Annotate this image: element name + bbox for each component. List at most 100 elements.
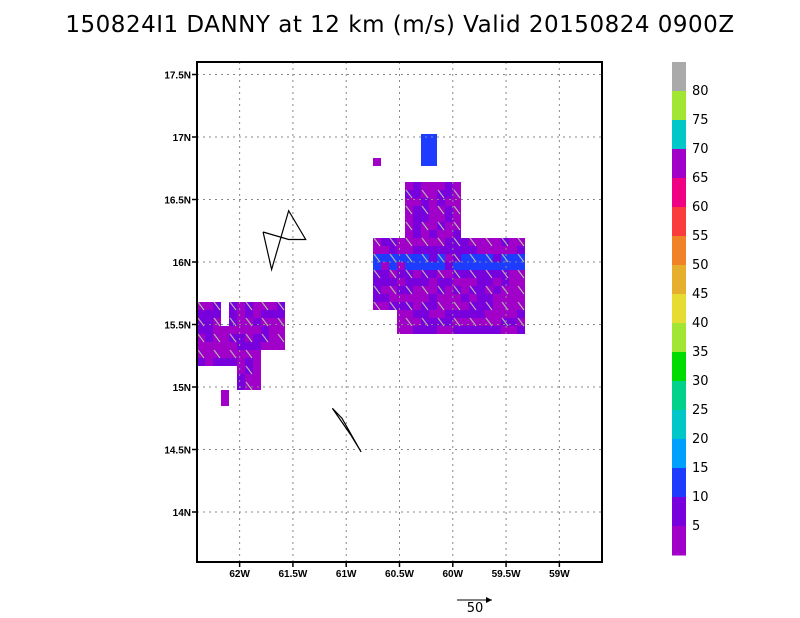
wind-cell — [429, 278, 437, 286]
wind-vector — [213, 317, 221, 327]
wind-cell — [221, 358, 229, 366]
wind-cell — [221, 350, 229, 358]
wind-vector — [437, 301, 445, 311]
wind-cell — [429, 302, 437, 310]
wind-cell — [237, 374, 245, 382]
x-tick-label: 62W — [229, 569, 250, 580]
wind-cell — [237, 366, 245, 374]
wind-cell — [509, 318, 517, 326]
wind-cell — [517, 310, 525, 318]
wind-vector — [421, 253, 429, 263]
wind-cell — [509, 310, 517, 318]
wind-vector — [277, 301, 285, 311]
wind-cell — [245, 358, 253, 366]
wind-vector — [437, 237, 445, 247]
wind-cell — [237, 310, 245, 318]
wind-cell — [213, 358, 221, 366]
wind-vector — [405, 285, 413, 295]
coastline-dominica — [331, 407, 362, 453]
wind-cell — [421, 246, 429, 254]
wind-cell — [373, 294, 381, 302]
colorbar-label: 35 — [692, 345, 709, 360]
wind-cell — [237, 302, 245, 310]
wind-cell — [381, 246, 389, 254]
wind-cell — [485, 326, 493, 334]
wind-vector — [373, 237, 381, 247]
wind-vector — [229, 333, 237, 343]
wind-cell — [277, 326, 285, 334]
wind-cell — [429, 270, 437, 278]
wind-cell — [205, 334, 213, 342]
wind-vector — [453, 189, 461, 199]
wind-vector — [453, 205, 461, 215]
coastline-guadeloupe — [262, 209, 307, 272]
wind-vector — [405, 301, 413, 311]
reference-vector-head — [486, 597, 492, 603]
wind-cell — [381, 286, 389, 294]
wind-cell — [237, 350, 245, 358]
wind-cell — [469, 310, 477, 318]
wind-cell — [221, 334, 229, 342]
wind-vector — [421, 189, 429, 199]
wind-vector — [421, 237, 429, 247]
wind-cell — [461, 310, 469, 318]
wind-vector — [389, 237, 397, 247]
wind-cell — [445, 206, 453, 214]
wind-vector — [421, 221, 429, 231]
wind-cell — [405, 246, 413, 254]
wind-cell — [381, 262, 389, 270]
wind-vector — [485, 301, 493, 311]
wind-vector — [501, 237, 509, 247]
wind-cell — [445, 318, 453, 326]
wind-vector — [501, 317, 509, 327]
wind-cell — [501, 262, 509, 270]
colorbar-swatch — [672, 265, 686, 295]
wind-cell — [413, 278, 421, 286]
wind-vector — [437, 253, 445, 263]
wind-vector — [485, 285, 493, 295]
y-tick-label: 14.5N — [164, 446, 191, 457]
wind-cell — [493, 246, 501, 254]
wind-cell — [269, 334, 277, 342]
colorbar-swatch — [672, 497, 686, 527]
wind-cell — [237, 318, 245, 326]
wind-cell — [413, 198, 421, 206]
wind-cell — [421, 158, 429, 166]
wind-cell — [445, 286, 453, 294]
wind-cell — [445, 302, 453, 310]
wind-cell — [509, 326, 517, 334]
wind-vector — [405, 237, 413, 247]
wind-cell — [413, 310, 421, 318]
wind-vector — [469, 253, 477, 263]
wind-cell — [413, 302, 421, 310]
wind-cell — [509, 270, 517, 278]
wind-cell — [269, 302, 277, 310]
wind-cell — [261, 326, 269, 334]
wind-cell — [405, 278, 413, 286]
wind-cell — [493, 254, 501, 262]
wind-cell — [397, 246, 405, 254]
wind-cell — [421, 182, 429, 190]
wind-vector — [485, 253, 493, 263]
wind-vector — [453, 317, 461, 327]
wind-cell — [445, 222, 453, 230]
wind-cell — [429, 254, 437, 262]
wind-cell — [453, 278, 461, 286]
wind-cell — [517, 262, 525, 270]
wind-cell — [461, 294, 469, 302]
wind-cell — [397, 262, 405, 270]
wind-cell — [397, 294, 405, 302]
y-tick-label: 16N — [173, 258, 191, 269]
colorbar-label: 25 — [692, 403, 709, 418]
colorbar-swatch — [672, 294, 686, 324]
wind-cell — [469, 262, 477, 270]
wind-cell — [453, 262, 461, 270]
colorbar-swatch — [672, 62, 686, 92]
wind-vector — [517, 285, 525, 295]
wind-vector — [405, 205, 413, 215]
wind-cell — [517, 294, 525, 302]
wind-cell — [413, 230, 421, 238]
colorbar-label: 30 — [692, 374, 709, 389]
wind-cell — [469, 294, 477, 302]
wind-vector — [501, 301, 509, 311]
